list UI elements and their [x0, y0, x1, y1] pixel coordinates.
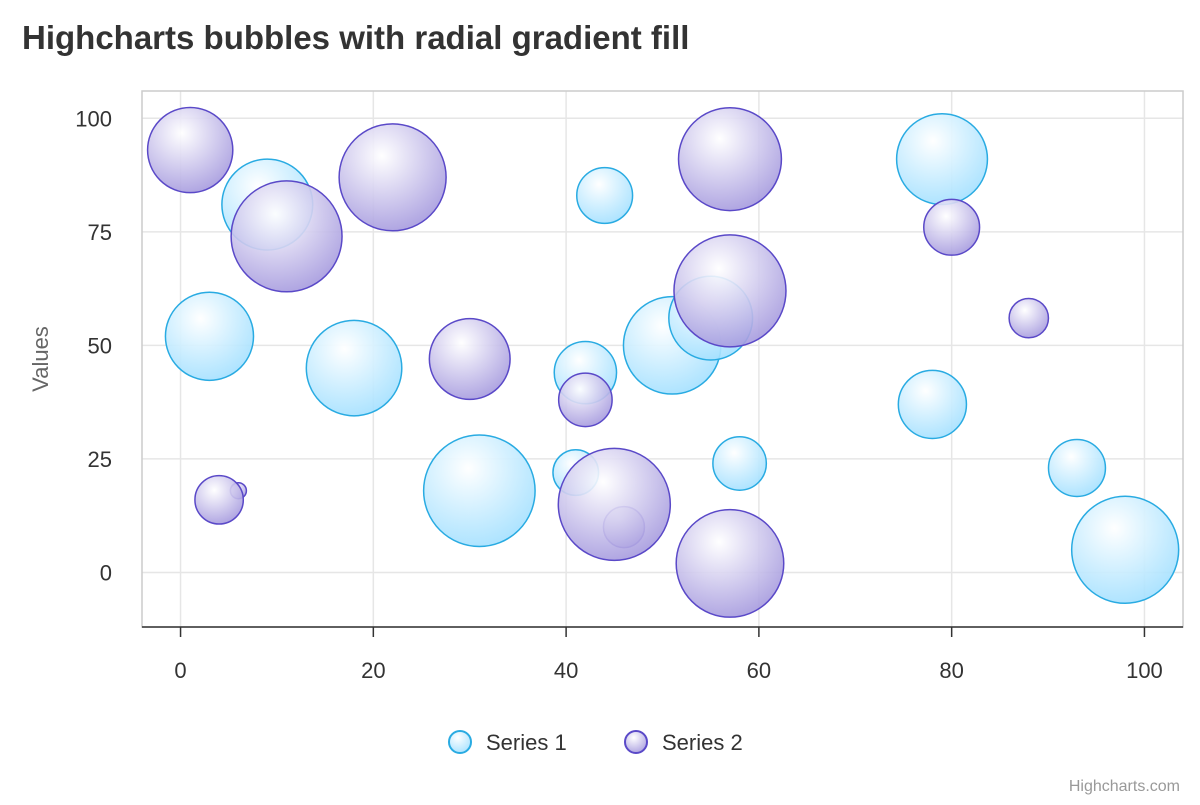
series-2	[146, 106, 1050, 618]
bubble-series-1[interactable]	[305, 319, 403, 417]
bubble-series-2[interactable]	[677, 106, 783, 212]
legend-item-series-1[interactable]: Series 1	[448, 730, 567, 755]
legend-label-series-2: Series 2	[662, 730, 743, 755]
y-tick-label: 75	[88, 220, 112, 245]
bubble-series-1[interactable]	[576, 166, 634, 225]
bubble-series-1[interactable]	[164, 291, 255, 382]
x-tick-label: 60	[747, 658, 771, 683]
x-tick-label: 40	[554, 658, 578, 683]
bubble-series-2[interactable]	[557, 447, 672, 562]
bubbles	[146, 106, 1180, 618]
legend: Series 1 Series 2	[448, 730, 743, 755]
bubble-series-2[interactable]	[194, 474, 245, 525]
series-1	[164, 112, 1180, 605]
bubble-series-1[interactable]	[897, 369, 968, 440]
y-axis-title: Values	[28, 326, 53, 392]
bubble-series-2[interactable]	[673, 234, 787, 348]
legend-symbol-series-2	[624, 730, 648, 754]
x-tick-label: 20	[361, 658, 385, 683]
bubble-series-1[interactable]	[422, 434, 536, 548]
bubble-series-2[interactable]	[338, 123, 447, 232]
chart-title: Highcharts bubbles with radial gradient …	[22, 19, 689, 56]
bubble-series-2[interactable]	[230, 180, 343, 293]
bubble-series-1[interactable]	[1070, 495, 1180, 605]
bubble-series-2[interactable]	[557, 372, 613, 428]
legend-symbol-series-1	[448, 730, 472, 754]
y-tick-label: 50	[88, 333, 112, 358]
y-axis-ticks: 0 25 50 75 100	[75, 106, 112, 585]
y-tick-label: 100	[75, 106, 112, 131]
bubble-series-2[interactable]	[1008, 297, 1050, 339]
x-tick-label: 0	[174, 658, 186, 683]
legend-label-series-1: Series 1	[486, 730, 567, 755]
x-tick-label: 100	[1126, 658, 1163, 683]
bubble-series-2[interactable]	[675, 508, 785, 618]
bubble-series-2[interactable]	[923, 198, 981, 256]
legend-item-series-2[interactable]: Series 2	[624, 730, 743, 755]
bubble-series-1[interactable]	[712, 435, 768, 491]
y-tick-label: 0	[100, 560, 112, 585]
credits-link[interactable]: Highcharts.com	[1069, 778, 1180, 795]
bubble-series-1[interactable]	[895, 112, 989, 206]
bubble-series-1[interactable]	[1047, 438, 1107, 498]
x-axis-ticks: 0 20 40 60 80 100	[174, 627, 1163, 683]
bubble-series-2[interactable]	[428, 317, 511, 401]
x-tick-label: 80	[939, 658, 963, 683]
bubble-series-2[interactable]	[146, 106, 234, 194]
y-tick-label: 25	[88, 447, 112, 472]
